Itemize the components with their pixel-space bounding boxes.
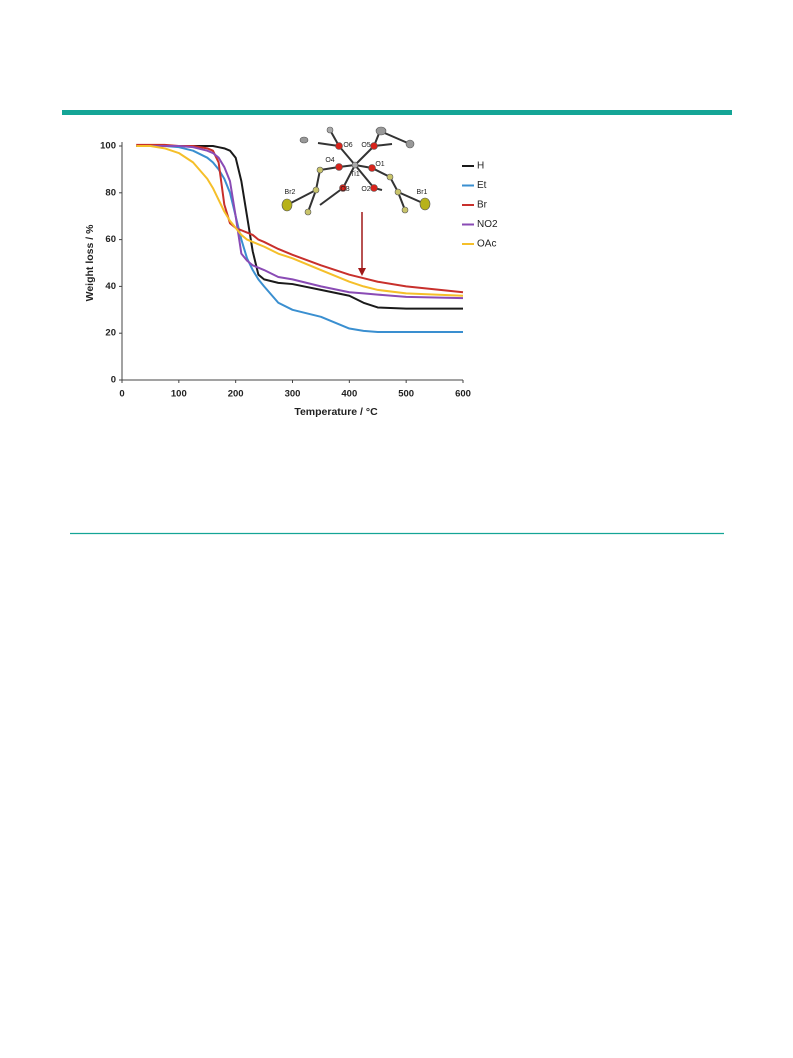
y-tick-label: 60 xyxy=(105,234,116,245)
series-line xyxy=(136,145,463,310)
legend-label: Et xyxy=(477,180,487,191)
atom-label: Br1 xyxy=(417,189,428,196)
x-tick-label: 500 xyxy=(398,389,414,400)
x-tick-label: 600 xyxy=(455,389,471,400)
atom-label: O5 xyxy=(361,142,370,149)
x-axis-label: Temperature / °C xyxy=(294,406,378,418)
series-line xyxy=(136,145,464,297)
arrow-head xyxy=(358,268,366,276)
y-tick-label: 100 xyxy=(100,141,116,152)
x-tick-label: 400 xyxy=(341,389,357,400)
y-tick-label: 20 xyxy=(105,328,116,339)
y-tick-label: 80 xyxy=(105,187,116,198)
x-tick-label: 300 xyxy=(285,389,301,400)
atom-label: Br2 xyxy=(285,189,296,196)
x-tick-label: 100 xyxy=(171,389,187,400)
x-tick-label: 0 xyxy=(119,389,124,400)
y-axis-label: Weight loss / % xyxy=(84,224,96,301)
atom-label: Ti1 xyxy=(350,171,360,178)
atom-label: O6 xyxy=(343,142,352,149)
atom-label: O2 xyxy=(361,186,370,193)
atom-label: O3 xyxy=(340,186,349,193)
atom-label: O1 xyxy=(375,161,384,168)
header-bar xyxy=(62,110,732,115)
y-tick-label: 0 xyxy=(111,375,116,386)
y-tick-label: 40 xyxy=(105,281,116,292)
legend-label: Br xyxy=(477,200,488,211)
legend-label: OAc xyxy=(477,239,496,250)
legend-label: H xyxy=(477,161,484,172)
inset-molecule xyxy=(281,126,431,216)
legend-label: NO2 xyxy=(477,219,498,230)
x-tick-label: 200 xyxy=(228,389,244,400)
series-line xyxy=(136,145,464,300)
atom-label: O4 xyxy=(325,157,334,164)
series-line xyxy=(136,145,463,334)
series-line xyxy=(136,143,464,294)
